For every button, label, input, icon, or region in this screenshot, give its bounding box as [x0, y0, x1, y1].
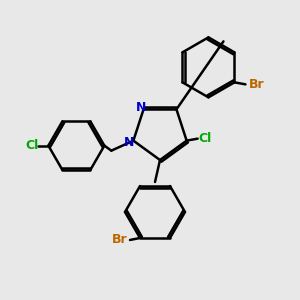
Text: Br: Br: [249, 78, 264, 91]
Text: N: N: [136, 101, 147, 114]
Text: Cl: Cl: [26, 139, 39, 152]
Text: Cl: Cl: [198, 132, 211, 145]
Text: Br: Br: [112, 233, 128, 247]
Text: N: N: [124, 136, 135, 149]
